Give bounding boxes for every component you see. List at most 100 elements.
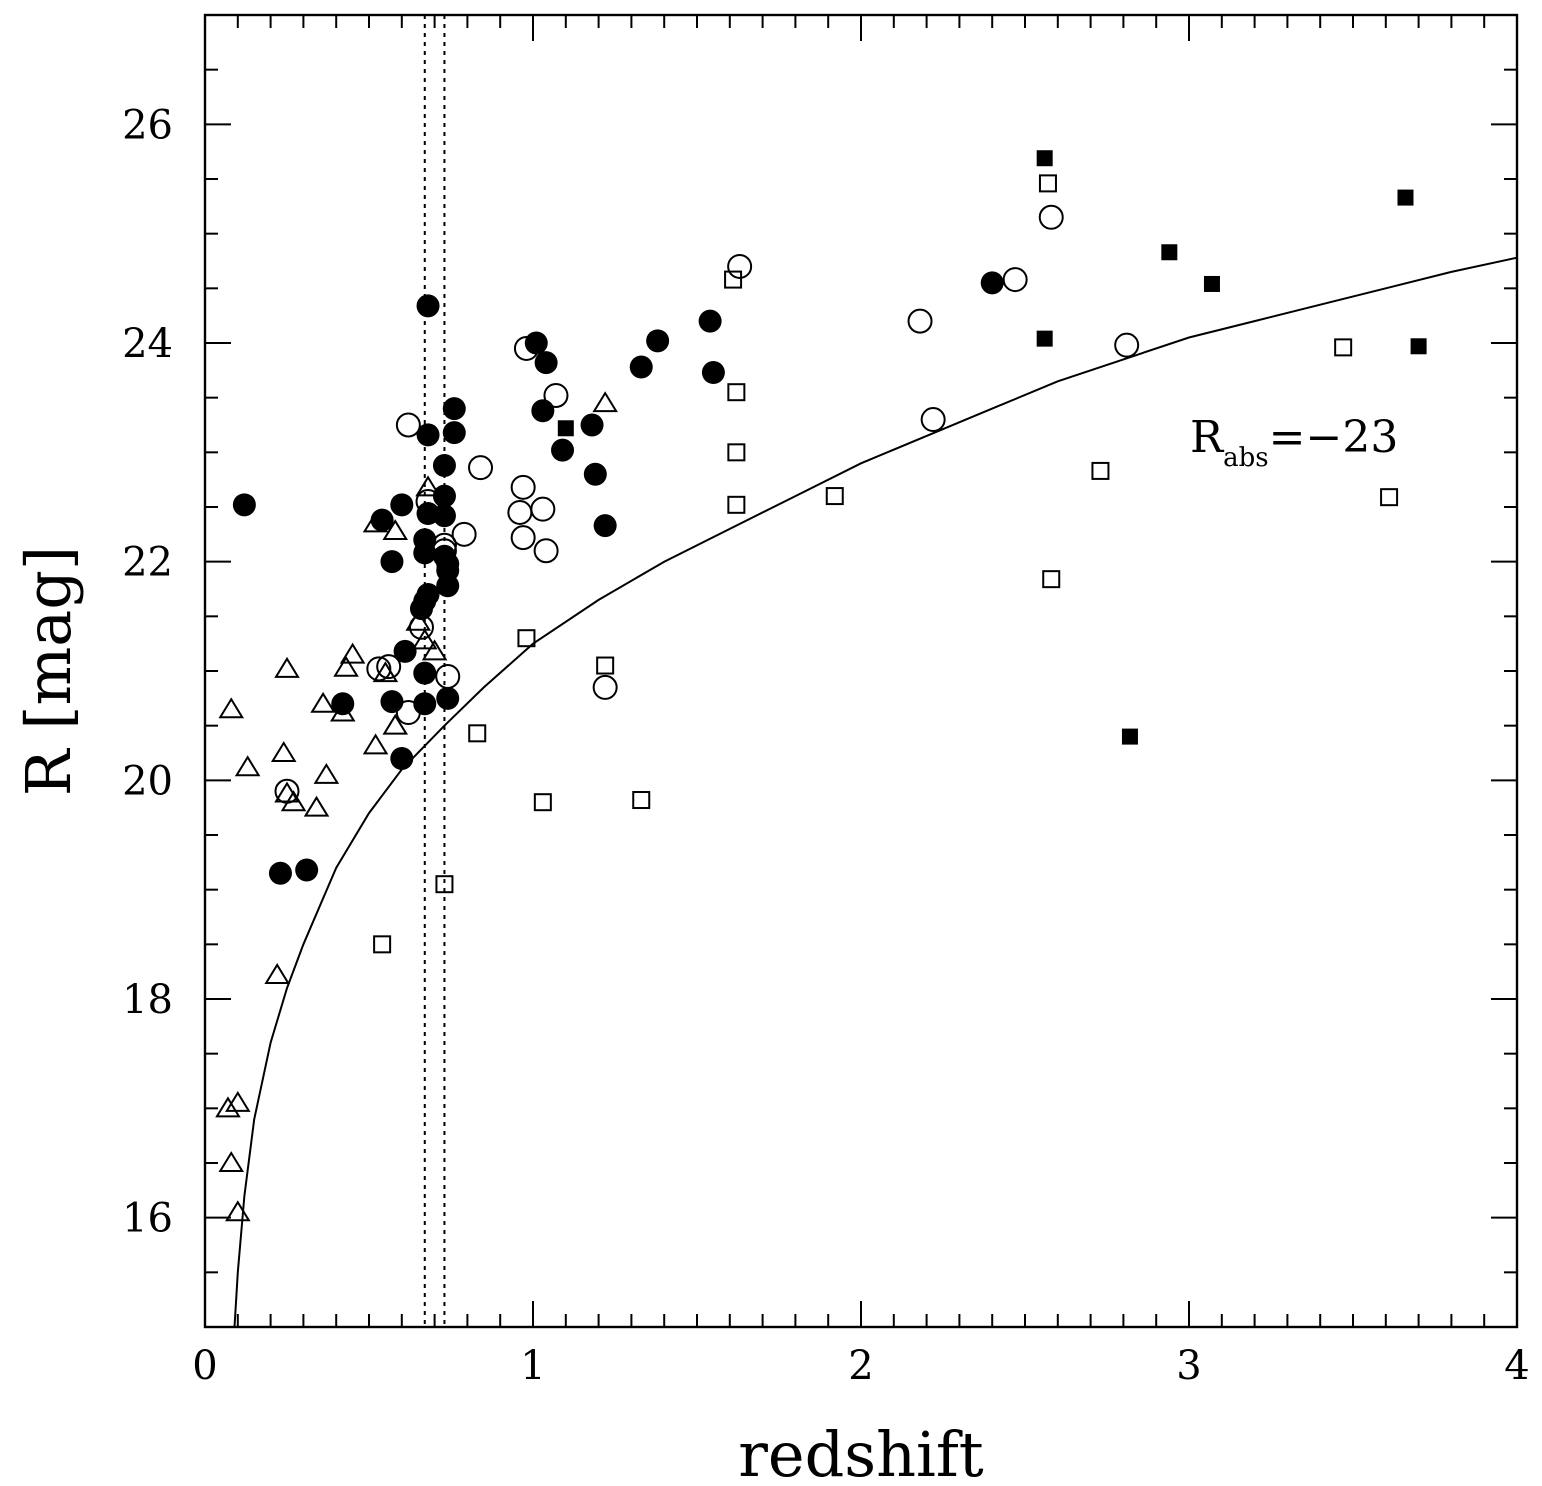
reference-lines-layer: [423, 15, 446, 1327]
y-tick-label: 18: [122, 977, 173, 1023]
open-triangle-point: [218, 697, 245, 719]
open-square-point: [727, 383, 746, 402]
filled-circle-point: [432, 453, 456, 477]
open-square-point: [727, 443, 746, 462]
filled-circle-point: [416, 582, 440, 606]
absolute-magnitude-annotation: Rabs=−23: [1190, 412, 1398, 473]
filled-circle-point: [295, 858, 319, 882]
reference-curve-layer: [233, 256, 1518, 1328]
filled-circle-point: [593, 514, 617, 538]
filled-square-point: [1036, 330, 1053, 347]
x-tick-label: 2: [848, 1343, 873, 1389]
filled-square-point: [1203, 275, 1220, 292]
open-circle-point: [1002, 267, 1028, 293]
filled-circle-point: [380, 550, 404, 574]
open-circle-point: [376, 654, 402, 680]
open-square-point: [1380, 488, 1399, 507]
filled-square-point: [1397, 189, 1414, 206]
filled-circle-point: [390, 493, 414, 517]
filled-circle-point: [436, 686, 460, 710]
open-circle-point: [431, 538, 457, 564]
x-tick-label: 1: [520, 1343, 545, 1389]
open-triangle-point: [303, 795, 330, 817]
filled-circle-point: [432, 504, 456, 528]
open-triangle-point: [225, 1200, 251, 1222]
open-circle-point: [1114, 332, 1140, 358]
filled-circle-point: [980, 271, 1004, 295]
open-circle-point: [513, 335, 539, 361]
open-triangle-point: [405, 609, 431, 631]
open-triangle-point: [218, 1151, 245, 1172]
y-tick-label: 24: [122, 321, 173, 367]
open-triangle-point: [339, 642, 366, 664]
filled-circle-point: [442, 421, 466, 445]
open-triangle-point: [225, 1090, 251, 1112]
open-triangle-point: [421, 639, 448, 661]
open-triangle-point: [592, 391, 618, 413]
filled-circle-point: [416, 294, 440, 318]
filled-circle-point: [393, 639, 417, 663]
open-circle-point: [507, 499, 533, 525]
open-square-point: [533, 793, 552, 812]
open-circle-point: [510, 474, 536, 500]
x-tick-label: 3: [1176, 1343, 1201, 1389]
filled-circle-point: [413, 528, 437, 552]
filled-circle-point: [442, 397, 466, 421]
filled-circle-point: [413, 661, 437, 685]
y-tick-label: 26: [122, 102, 173, 148]
filled-circle-point: [436, 558, 460, 582]
open-triangle-point: [362, 733, 389, 755]
open-circle-point: [415, 489, 441, 515]
x-axis-label: redshift: [738, 1418, 984, 1486]
filled-square-point: [1410, 338, 1427, 355]
annotation-value: =−23: [1269, 412, 1399, 463]
open-circle-point: [451, 521, 477, 547]
filled-circle-point: [583, 462, 607, 486]
open-circle-point: [431, 532, 457, 558]
annotation-subscript: abs: [1223, 443, 1269, 473]
filled-circle-point: [646, 329, 670, 353]
open-circle-point: [530, 496, 556, 522]
filled-circle-point: [698, 309, 722, 333]
filled-square-point: [1036, 150, 1053, 167]
open-triangle-point: [274, 656, 300, 678]
open-triangle-point: [382, 713, 409, 735]
open-circle-point: [1038, 204, 1064, 230]
open-triangle-point: [415, 475, 441, 497]
open-triangle-point: [329, 700, 356, 722]
filled-circle-point: [232, 493, 256, 517]
y-tick-label: 20: [122, 758, 173, 804]
filled-circle-point: [380, 690, 404, 714]
open-square-point: [1038, 174, 1057, 193]
open-circle-point: [543, 382, 569, 408]
open-circle-point: [435, 663, 461, 689]
open-square-point: [373, 935, 392, 954]
open-circle-point: [592, 674, 618, 700]
annotation-main: R: [1190, 412, 1225, 463]
open-square-point: [435, 875, 454, 894]
open-square-point: [825, 487, 844, 506]
filled-circle-point: [390, 746, 414, 770]
open-circle-point: [395, 700, 421, 726]
open-circle-point: [533, 538, 559, 564]
open-triangle-point: [270, 741, 297, 762]
open-triangle-point: [313, 762, 340, 784]
filled-circle-point: [629, 355, 653, 379]
filled-circle-point: [268, 861, 292, 885]
open-square-point: [596, 656, 615, 675]
open-triangle-point: [280, 790, 307, 812]
open-square-point: [517, 629, 536, 648]
open-square-point: [1042, 570, 1061, 589]
open-triangle-point: [382, 519, 409, 541]
open-triangle-point: [372, 661, 399, 683]
open-circle-point: [510, 525, 536, 551]
open-triangle-point: [333, 655, 359, 677]
x-tick-label: 4: [1504, 1343, 1529, 1389]
filled-circle-point: [580, 413, 604, 437]
open-triangle-point: [362, 511, 389, 533]
open-square-point: [1334, 338, 1353, 357]
open-square-point: [468, 724, 487, 743]
open-circle-point: [395, 412, 421, 438]
y-tick-label: 16: [122, 1196, 173, 1242]
